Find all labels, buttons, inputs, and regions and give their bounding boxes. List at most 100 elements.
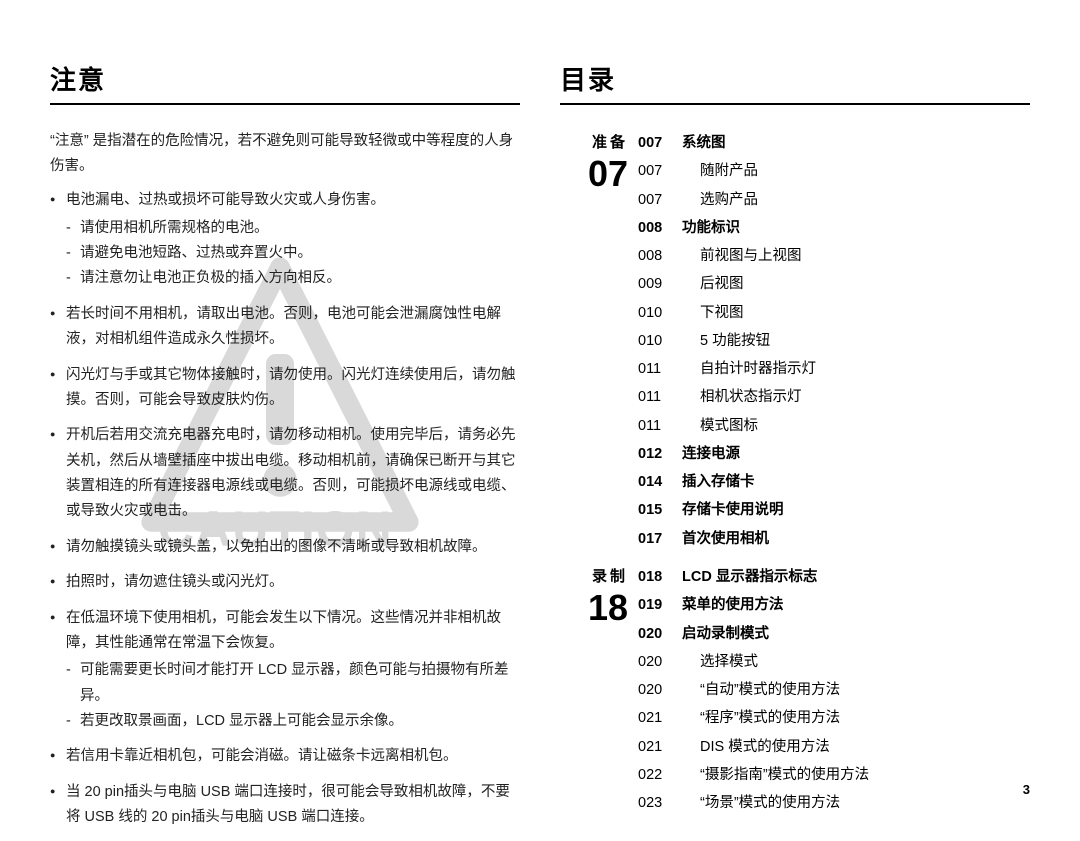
- toc-entry-title: 下视图: [682, 299, 1030, 327]
- toc-entry-title: 自拍计时器指示灯: [682, 355, 1030, 383]
- toc-entry-title: 首次使用相机: [682, 525, 1030, 553]
- toc-entry-title: 菜单的使用方法: [682, 591, 1030, 619]
- left-column: 注意 “注意” 是指潜在的危险情况，若不避免则可能导致轻微或中等程度的人身伤害。…: [50, 60, 520, 841]
- bullet-text: 当 20 pin插头与电脑 USB 端口连接时，很可能会导致相机故障，不要将 U…: [66, 784, 510, 825]
- toc-entry: 011模式图标: [638, 412, 1030, 440]
- toc-entry-page: 007: [638, 129, 682, 157]
- toc-entry-title: 选购产品: [682, 186, 1030, 214]
- toc-entry: 008功能标识: [638, 214, 1030, 242]
- toc-entry-title: 连接电源: [682, 440, 1030, 468]
- bullet-item: 请勿触摸镜头或镜头盖，以免拍出的图像不清晰或导致相机故障。: [50, 535, 520, 560]
- toc-section-label: 录制: [560, 565, 638, 586]
- toc-entry: 007系统图: [638, 129, 1030, 157]
- bullet-item: 拍照时，请勿遮住镜头或闪光灯。: [50, 570, 520, 595]
- toc-section: 录制18018LCD 显示器指示标志019菜单的使用方法020启动录制模式020…: [560, 563, 1030, 817]
- toc-entry: 023“场景”模式的使用方法: [638, 789, 1030, 817]
- toc-entry-page: 023: [638, 789, 682, 817]
- bullet-item: 闪光灯与手或其它物体接触时，请勿使用。闪光灯连续使用后，请勿触摸。否则，可能会导…: [50, 363, 520, 414]
- manual-page: CAUTION 注意 “注意” 是指潜在的危险情况，若不避免则可能导致轻微或中等…: [0, 0, 1080, 815]
- toc-entry-page: 012: [638, 440, 682, 468]
- toc-entry: 009后视图: [638, 270, 1030, 298]
- toc-entry-page: 011: [638, 412, 682, 440]
- toc-entry-page: 007: [638, 157, 682, 185]
- toc-entry-list: 007系统图007随附产品007选购产品008功能标识008前视图与上视图009…: [638, 129, 1030, 553]
- toc-entry: 021“程序”模式的使用方法: [638, 704, 1030, 732]
- toc-entry-page: 011: [638, 355, 682, 383]
- sub-item: 请使用相机所需规格的电池。: [66, 216, 520, 241]
- toc-entry-title: 5 功能按钮: [682, 327, 1030, 355]
- toc-entry-page: 022: [638, 761, 682, 789]
- toc-entry: 0105 功能按钮: [638, 327, 1030, 355]
- toc-entry-title: 功能标识: [682, 214, 1030, 242]
- toc-section-number: 18: [560, 590, 638, 626]
- bullet-text: 开机后若用交流充电器充电时，请勿移动相机。使用完毕后，请务必先关机，然后从墙壁插…: [66, 427, 516, 519]
- toc-entry: 021DIS 模式的使用方法: [638, 733, 1030, 761]
- toc-entry: 014插入存储卡: [638, 468, 1030, 496]
- bullet-item: 电池漏电、过热或损坏可能导致火灾或人身伤害。请使用相机所需规格的电池。请避免电池…: [50, 188, 520, 292]
- toc-entry-title: DIS 模式的使用方法: [682, 733, 1030, 761]
- toc-section-label: 准备: [560, 131, 638, 152]
- toc-section-header: 录制 18: [560, 563, 638, 626]
- bullet-text: 若长时间不用相机，请取出电池。否则，电池可能会泄漏腐蚀性电解液，对相机组件造成永…: [66, 306, 501, 347]
- toc-entry-title: 存储卡使用说明: [682, 496, 1030, 524]
- toc-entry: 010下视图: [638, 299, 1030, 327]
- page-number: 3: [1023, 782, 1030, 797]
- toc-entry: 020“自动”模式的使用方法: [638, 676, 1030, 704]
- sub-list: 可能需要更长时间才能打开 LCD 显示器，颜色可能与拍摄物有所差异。若更改取景画…: [66, 658, 520, 734]
- toc-entry-title: 前视图与上视图: [682, 242, 1030, 270]
- toc-entry-title: “场景”模式的使用方法: [682, 789, 1030, 817]
- toc-entry: 019菜单的使用方法: [638, 591, 1030, 619]
- sub-list: 请使用相机所需规格的电池。请避免电池短路、过热或弃置火中。请注意勿让电池正负极的…: [66, 216, 520, 292]
- bullet-text: 在低温环境下使用相机，可能会发生以下情况。这些情况并非相机故障，其性能通常在常温…: [66, 610, 501, 651]
- toc-entry-page: 018: [638, 563, 682, 591]
- toc-entry-title: 后视图: [682, 270, 1030, 298]
- intro-paragraph: “注意” 是指潜在的危险情况，若不避免则可能导致轻微或中等程度的人身伤害。: [50, 129, 520, 178]
- bullet-item: 开机后若用交流充电器充电时，请勿移动相机。使用完毕后，请务必先关机，然后从墙壁插…: [50, 423, 520, 525]
- toc-entry-page: 021: [638, 733, 682, 761]
- toc-entry: 020启动录制模式: [638, 620, 1030, 648]
- toc-entry-title: “摄影指南”模式的使用方法: [682, 761, 1030, 789]
- toc-entry-page: 015: [638, 496, 682, 524]
- left-heading: 注意: [50, 60, 520, 105]
- toc-entry: 017首次使用相机: [638, 525, 1030, 553]
- table-of-contents: 准备07007系统图007随附产品007选购产品008功能标识008前视图与上视…: [560, 129, 1030, 817]
- toc-entry: 011相机状态指示灯: [638, 383, 1030, 411]
- sub-item: 可能需要更长时间才能打开 LCD 显示器，颜色可能与拍摄物有所差异。: [66, 658, 520, 709]
- toc-section-number: 07: [560, 156, 638, 192]
- toc-entry-title: “程序”模式的使用方法: [682, 704, 1030, 732]
- toc-entry-page: 020: [638, 620, 682, 648]
- toc-entry: 012连接电源: [638, 440, 1030, 468]
- bullet-text: 请勿触摸镜头或镜头盖，以免拍出的图像不清晰或导致相机故障。: [66, 539, 487, 555]
- toc-entry: 007随附产品: [638, 157, 1030, 185]
- bullet-item: 若长时间不用相机，请取出电池。否则，电池可能会泄漏腐蚀性电解液，对相机组件造成永…: [50, 302, 520, 353]
- right-heading: 目录: [560, 60, 1030, 105]
- bullet-text: 若信用卡靠近相机包，可能会消磁。请让磁条卡远离相机包。: [66, 748, 458, 764]
- toc-entry-page: 017: [638, 525, 682, 553]
- toc-entry-page: 021: [638, 704, 682, 732]
- sub-item: 请避免电池短路、过热或弃置火中。: [66, 241, 520, 266]
- toc-entry-page: 011: [638, 383, 682, 411]
- bullet-item: 在低温环境下使用相机，可能会发生以下情况。这些情况并非相机故障，其性能通常在常温…: [50, 606, 520, 735]
- bullet-text: 拍照时，请勿遮住镜头或闪光灯。: [66, 574, 284, 590]
- toc-entry-title: 模式图标: [682, 412, 1030, 440]
- toc-entry: 007选购产品: [638, 186, 1030, 214]
- toc-entry: 020选择模式: [638, 648, 1030, 676]
- toc-entry-title: 随附产品: [682, 157, 1030, 185]
- toc-entry-page: 007: [638, 186, 682, 214]
- toc-entry-title: 启动录制模式: [682, 620, 1030, 648]
- right-column: 目录 准备07007系统图007随附产品007选购产品008功能标识008前视图…: [560, 60, 1030, 827]
- toc-entry-page: 010: [638, 299, 682, 327]
- toc-entry: 015存储卡使用说明: [638, 496, 1030, 524]
- bullet-item: 若信用卡靠近相机包，可能会消磁。请让磁条卡远离相机包。: [50, 744, 520, 769]
- toc-entry-title: 系统图: [682, 129, 1030, 157]
- toc-entry-title: “自动”模式的使用方法: [682, 676, 1030, 704]
- bullet-text: 电池漏电、过热或损坏可能导致火灾或人身伤害。: [66, 192, 385, 208]
- toc-entry: 022“摄影指南”模式的使用方法: [638, 761, 1030, 789]
- toc-section: 准备07007系统图007随附产品007选购产品008功能标识008前视图与上视…: [560, 129, 1030, 553]
- toc-entry: 008前视图与上视图: [638, 242, 1030, 270]
- toc-entry-page: 020: [638, 648, 682, 676]
- toc-entry-page: 009: [638, 270, 682, 298]
- toc-entry: 018LCD 显示器指示标志: [638, 563, 1030, 591]
- toc-entry: 011自拍计时器指示灯: [638, 355, 1030, 383]
- toc-entry-page: 020: [638, 676, 682, 704]
